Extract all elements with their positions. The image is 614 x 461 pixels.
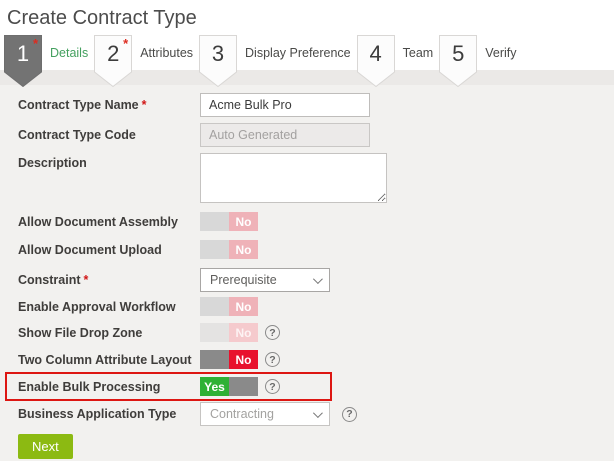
business-application-type-row: Business Application Type Contracting ? xyxy=(0,402,614,426)
enable-approval-workflow-row: Enable Approval Workflow No xyxy=(0,297,614,316)
toggle-knob xyxy=(200,297,229,316)
help-icon[interactable]: ? xyxy=(265,325,280,340)
toggle-state-label: No xyxy=(229,297,258,316)
contract-type-code-row: Contract Type Code xyxy=(0,123,614,147)
two-column-attribute-layout-label: Two Column Attribute Layout xyxy=(18,352,192,367)
contract-type-name-input[interactable] xyxy=(200,93,370,117)
required-asterisk: * xyxy=(141,98,147,112)
constraint-row: Constraint * Prerequisite xyxy=(0,268,614,292)
toggle-knob xyxy=(200,323,229,342)
help-icon[interactable]: ? xyxy=(265,379,280,394)
page-title: Create Contract Type xyxy=(7,7,197,29)
step-2-number: 2 xyxy=(107,41,120,66)
step-1-badge[interactable]: 1 * xyxy=(4,35,42,87)
show-file-drop-zone-toggle[interactable]: No xyxy=(200,323,258,342)
step-5-label[interactable]: Verify xyxy=(485,46,517,60)
show-file-drop-zone-label: Show File Drop Zone xyxy=(18,325,143,340)
help-icon[interactable]: ? xyxy=(342,406,357,422)
allow-document-assembly-row: Allow Document Assembly No xyxy=(0,212,614,231)
toggle-knob xyxy=(200,212,229,231)
contract-type-code-input xyxy=(200,123,370,147)
toggle-knob xyxy=(200,240,229,259)
business-application-type-select[interactable]: Contracting xyxy=(200,402,330,426)
constraint-select[interactable]: Prerequisite xyxy=(200,268,330,292)
step-4-number: 4 xyxy=(369,41,382,66)
step-2-required-asterisk: * xyxy=(123,36,129,51)
step-attributes[interactable]: 2 * Attributes xyxy=(94,35,199,87)
toggle-state-label: No xyxy=(229,350,258,369)
page-header: Create Contract Type 1 * Details 2 * Att… xyxy=(0,0,614,87)
business-application-type-label: Business Application Type xyxy=(18,407,177,421)
chevron-down-icon xyxy=(312,273,323,284)
allow-document-upload-row: Allow Document Upload No xyxy=(0,240,614,259)
toggle-knob xyxy=(200,350,229,369)
show-file-drop-zone-row: Show File Drop Zone No ? xyxy=(0,323,614,342)
chevron-down-icon xyxy=(312,407,323,418)
business-application-type-selected-value: Contracting xyxy=(210,407,274,421)
step-1-number: 1 xyxy=(16,41,30,66)
details-form: Contract Type Name* Contract Type Code D… xyxy=(0,85,614,461)
step-display-preference[interactable]: 3 Display Preference xyxy=(199,35,357,87)
step-3-number: 3 xyxy=(211,41,225,66)
step-verify[interactable]: 5 Verify xyxy=(439,35,522,87)
next-button[interactable]: Next xyxy=(18,434,73,459)
toggle-state-label: No xyxy=(229,240,258,259)
step-4-badge[interactable]: 4 xyxy=(356,35,395,87)
allow-document-assembly-toggle[interactable]: No xyxy=(200,212,258,231)
allow-document-assembly-label: Allow Document Assembly xyxy=(18,214,178,229)
step-5-badge[interactable]: 5 xyxy=(439,35,478,87)
toggle-knob xyxy=(229,377,258,396)
allow-document-upload-label: Allow Document Upload xyxy=(18,242,162,257)
step-3-badge[interactable]: 3 xyxy=(199,35,238,87)
description-row: Description xyxy=(0,153,614,203)
toggle-state-label: No xyxy=(229,323,258,342)
allow-document-upload-toggle[interactable]: No xyxy=(200,240,258,259)
contract-type-code-label: Contract Type Code xyxy=(18,128,136,142)
two-column-attribute-layout-row: Two Column Attribute Layout No ? xyxy=(0,350,614,369)
step-details[interactable]: 1 * Details xyxy=(4,35,94,87)
help-icon[interactable]: ? xyxy=(265,352,280,367)
step-2-badge[interactable]: 2 * xyxy=(94,35,133,87)
step-team[interactable]: 4 Team xyxy=(356,35,440,87)
contract-type-name-row: Contract Type Name * xyxy=(0,93,614,117)
enable-approval-workflow-label: Enable Approval Workflow xyxy=(18,299,176,314)
enable-bulk-processing-toggle[interactable]: Yes xyxy=(200,377,258,396)
step-1-label[interactable]: Details xyxy=(50,46,89,60)
enable-approval-workflow-toggle[interactable]: No xyxy=(200,297,258,316)
enable-bulk-processing-label: Enable Bulk Processing xyxy=(18,379,161,394)
two-column-attribute-layout-toggle[interactable]: No xyxy=(200,350,258,369)
toggle-state-label: No xyxy=(229,212,258,231)
step-3-label[interactable]: Display Preference xyxy=(245,46,351,60)
enable-bulk-processing-highlight-box: Enable Bulk Processing Yes ? xyxy=(5,372,332,401)
step-4-label[interactable]: Team xyxy=(402,46,434,60)
step-2-label[interactable]: Attributes xyxy=(140,46,194,60)
required-asterisk: * xyxy=(83,273,89,287)
toggle-state-label: Yes xyxy=(200,377,229,396)
wizard-stepper: 1 * Details 2 * Attributes 3 Display Pre… xyxy=(4,35,614,87)
contract-type-name-label: Contract Type Name * xyxy=(18,98,147,112)
constraint-label: Constraint * xyxy=(18,273,89,287)
description-label: Description xyxy=(18,156,87,170)
step-1-required-asterisk: * xyxy=(32,36,38,51)
step-5-number: 5 xyxy=(452,41,465,66)
constraint-selected-value: Prerequisite xyxy=(210,273,277,287)
description-textarea[interactable] xyxy=(200,153,387,203)
